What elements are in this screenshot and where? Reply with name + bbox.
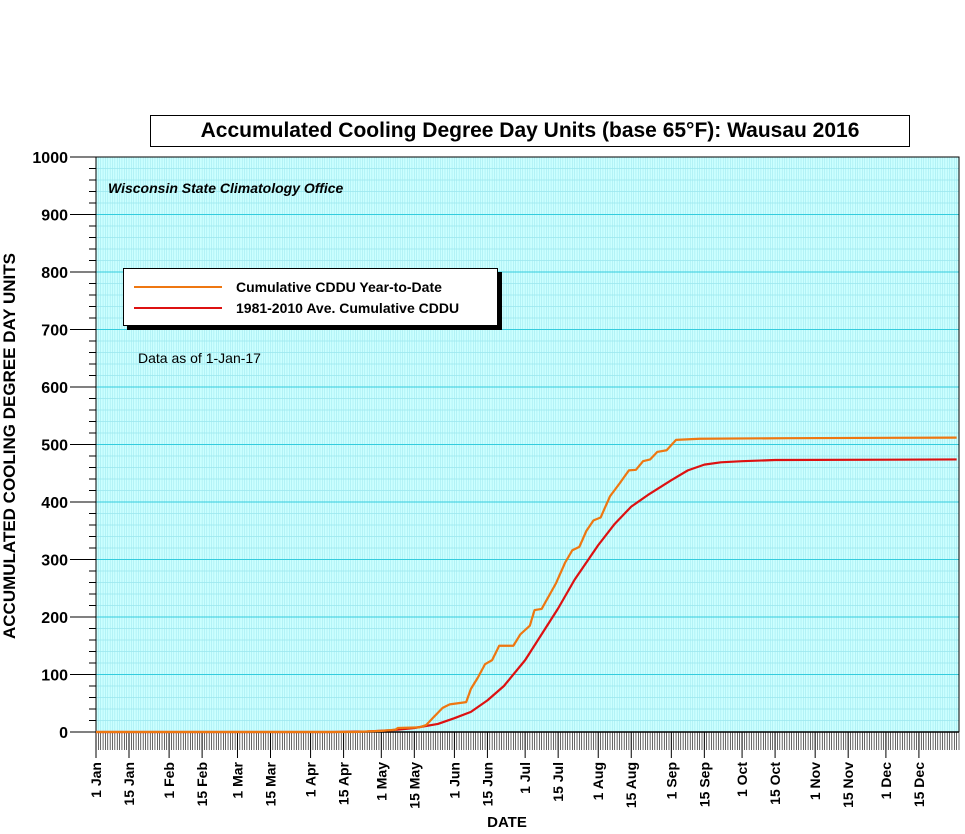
y-tick-label: 0 xyxy=(59,725,68,742)
y-tick-label: 300 xyxy=(41,553,68,570)
y-tick-label: 700 xyxy=(41,323,68,340)
legend-swatch-ytd xyxy=(134,286,222,288)
y-tick-label: 1000 xyxy=(32,150,68,167)
y-tick-label: 600 xyxy=(41,380,68,397)
x-tick-label: 15 Feb xyxy=(194,762,210,806)
x-tick-label: 1 Jul xyxy=(517,762,533,794)
legend-item-average: 1981-2010 Ave. Cumulative CDDU xyxy=(134,299,459,317)
x-tick-label: 1 Mar xyxy=(229,761,245,798)
y-tick-label: 800 xyxy=(41,265,68,282)
x-tick-label: 15 Nov xyxy=(840,762,856,808)
x-tick-label: 1 Jan xyxy=(88,762,104,798)
data-as-of-annotation: Data as of 1-Jan-17 xyxy=(138,350,261,366)
y-tick-label: 900 xyxy=(41,208,68,225)
legend-swatch-average xyxy=(134,307,222,309)
x-tick-label: 1 May xyxy=(373,762,389,801)
x-tick-label: 15 Dec xyxy=(911,762,927,807)
legend: Cumulative CDDU Year-to-Date 1981-2010 A… xyxy=(123,268,498,326)
chart-title: Accumulated Cooling Degree Day Units (ba… xyxy=(150,115,910,147)
y-tick-label: 500 xyxy=(41,438,68,455)
y-tick-label: 100 xyxy=(41,668,68,685)
x-tick-label: 15 Apr xyxy=(336,761,352,805)
x-tick-label: 15 Sep xyxy=(696,762,712,807)
x-tick-label: 1 Feb xyxy=(161,762,177,799)
x-tick-label: 15 Jun xyxy=(479,762,495,806)
x-tick-label: 1 Aug xyxy=(590,762,606,800)
y-axis-label: ACCUMULATED COOLING DEGREE DAY UNITS xyxy=(0,253,19,639)
x-tick-label: 15 Jul xyxy=(550,762,566,802)
chart-subtitle: Wisconsin State Climatology Office xyxy=(108,180,344,196)
x-tick-label: 1 Apr xyxy=(303,761,319,797)
minor-gridlines-horizontal xyxy=(96,168,959,721)
x-tick-label: 15 Aug xyxy=(623,762,639,808)
x-tick-label: 1 Jun xyxy=(446,762,462,799)
x-tick-label: 15 May xyxy=(406,762,422,809)
x-axis-label: DATE xyxy=(487,814,527,831)
x-minor-ticks xyxy=(95,732,960,750)
x-tick-label: 15 Jan xyxy=(121,762,137,806)
y-tick-label: 400 xyxy=(41,495,68,512)
x-tick-label: 1 Oct xyxy=(734,762,750,797)
legend-label-ytd: Cumulative CDDU Year-to-Date xyxy=(236,279,442,295)
legend-item-ytd: Cumulative CDDU Year-to-Date xyxy=(134,278,442,296)
x-tick-label: 15 Oct xyxy=(767,762,783,805)
x-tick-label: 15 Mar xyxy=(262,761,278,806)
x-tick-label: 1 Nov xyxy=(807,762,823,800)
series-line-cumulative-ytd xyxy=(96,436,957,734)
legend-label-average: 1981-2010 Ave. Cumulative CDDU xyxy=(236,300,460,316)
y-tick-label: 200 xyxy=(41,610,68,627)
x-tick-label: 1 Dec xyxy=(878,762,894,800)
x-tick-label: 1 Sep xyxy=(663,762,679,799)
